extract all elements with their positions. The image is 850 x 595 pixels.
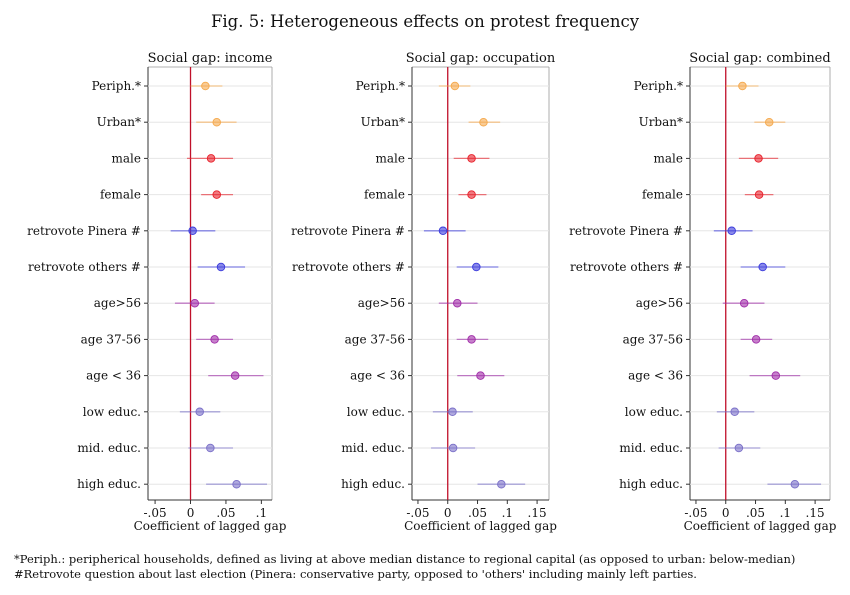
- point-estimate: [216, 262, 226, 272]
- x-tick-label: .1: [502, 506, 513, 520]
- x-tick-label: .15: [806, 506, 825, 520]
- y-tick-label: age 37-56: [81, 332, 141, 346]
- y-tick-label: high educ.: [77, 477, 141, 491]
- point-estimate: [771, 371, 781, 380]
- point-estimate: [727, 226, 736, 236]
- y-tick-label: Periph.*: [92, 79, 141, 93]
- x-tick-label: -.05: [144, 506, 167, 520]
- y-tick-label: retrovote Pinera #: [569, 224, 683, 238]
- point-estimate: [754, 190, 764, 199]
- y-tick-label: low educ.: [625, 405, 683, 419]
- y-tick-label: Urban*: [97, 115, 141, 129]
- point-estimate: [188, 226, 197, 236]
- point-estimate: [212, 117, 221, 127]
- x-tick-label: .1: [256, 506, 267, 520]
- x-tick-label: 0: [444, 506, 452, 520]
- y-tick-label: age>56: [358, 296, 405, 310]
- point-estimate: [448, 407, 457, 417]
- point-estimate: [790, 479, 800, 489]
- x-tick-label: 0: [722, 506, 730, 520]
- x-axis-title: Coefficient of lagged gap: [684, 519, 837, 533]
- footnote-retrovote: #Retrovote question about last election …: [14, 567, 697, 581]
- y-tick-label: Periph.*: [356, 79, 405, 93]
- x-axis-title: Coefficient of lagged gap: [404, 519, 557, 533]
- x-tick-label: .1: [780, 506, 791, 520]
- x-tick-label: .05: [746, 506, 765, 520]
- y-tick-label: mid. educ.: [341, 441, 405, 455]
- y-tick-label: age < 36: [86, 369, 141, 383]
- point-estimate: [206, 154, 216, 163]
- point-estimate: [497, 479, 506, 489]
- point-estimate: [448, 443, 458, 453]
- point-estimate: [734, 443, 744, 453]
- y-tick-label: Periph.*: [634, 79, 683, 93]
- figure-title: Fig. 5: Heterogeneous effects on protest…: [210, 12, 640, 31]
- y-tick-label: Urban*: [639, 115, 683, 129]
- point-estimate: [730, 407, 739, 417]
- x-tick-label: .05: [216, 506, 235, 520]
- y-tick-label: male: [376, 151, 405, 165]
- y-tick-label: high educ.: [341, 477, 405, 491]
- point-estimate: [232, 479, 241, 489]
- y-tick-label: Urban*: [361, 115, 405, 129]
- y-tick-label: female: [100, 188, 141, 202]
- y-tick-label: age < 36: [628, 369, 683, 383]
- panel-title: Social gap: income: [148, 51, 273, 66]
- point-estimate: [754, 154, 763, 163]
- y-tick-label: age 37-56: [345, 332, 405, 346]
- point-estimate: [438, 226, 448, 236]
- y-tick-label: male: [654, 151, 683, 165]
- point-estimate: [467, 335, 476, 344]
- panel-title: Social gap: occupation: [406, 51, 556, 66]
- point-estimate: [758, 262, 767, 272]
- y-tick-label: retrovote others #: [292, 260, 405, 274]
- y-tick-label: mid. educ.: [619, 441, 683, 455]
- point-estimate: [450, 81, 460, 91]
- point-estimate: [476, 371, 485, 380]
- y-tick-label: female: [364, 188, 405, 202]
- x-tick-label: .15: [528, 506, 547, 520]
- x-tick-label: .05: [468, 506, 487, 520]
- footnote-periph: *Periph.: peripherical households, defin…: [14, 552, 796, 566]
- y-tick-label: high educ.: [619, 477, 683, 491]
- point-estimate: [467, 154, 476, 163]
- point-estimate: [230, 371, 240, 380]
- point-estimate: [190, 298, 200, 308]
- x-tick-label: 0: [187, 506, 195, 520]
- point-estimate: [739, 298, 749, 308]
- point-estimate: [206, 443, 215, 453]
- chart-area: Social gap: income Periph.* Urban* male fema…: [27, 51, 837, 533]
- panel-title: Social gap: combined: [689, 51, 830, 66]
- y-tick-label: female: [642, 188, 683, 202]
- x-axis-title: Coefficient of lagged gap: [134, 519, 287, 533]
- y-tick-label: low educ.: [83, 405, 141, 419]
- point-estimate: [738, 81, 747, 91]
- point-estimate: [453, 298, 462, 308]
- x-tick-label: -.05: [406, 506, 429, 520]
- point-estimate: [201, 81, 210, 91]
- point-estimate: [210, 335, 219, 344]
- point-estimate: [479, 117, 488, 127]
- point-estimate: [212, 190, 221, 199]
- point-estimate: [472, 262, 481, 272]
- y-tick-label: age < 36: [350, 369, 405, 383]
- y-tick-label: retrovote others #: [570, 260, 683, 274]
- y-tick-label: age>56: [94, 296, 141, 310]
- y-tick-label: retrovote others #: [28, 260, 141, 274]
- point-estimate: [195, 407, 204, 417]
- x-tick-label: -.05: [684, 506, 707, 520]
- y-tick-label: age 37-56: [623, 332, 683, 346]
- point-estimate: [467, 190, 476, 199]
- point-estimate: [751, 335, 761, 344]
- y-tick-label: male: [112, 151, 141, 165]
- y-tick-label: retrovote Pinera #: [291, 224, 405, 238]
- point-estimate: [764, 117, 774, 127]
- y-tick-label: low educ.: [347, 405, 405, 419]
- y-tick-label: retrovote Pinera #: [27, 224, 141, 238]
- y-tick-label: mid. educ.: [77, 441, 141, 455]
- y-tick-label: age>56: [636, 296, 683, 310]
